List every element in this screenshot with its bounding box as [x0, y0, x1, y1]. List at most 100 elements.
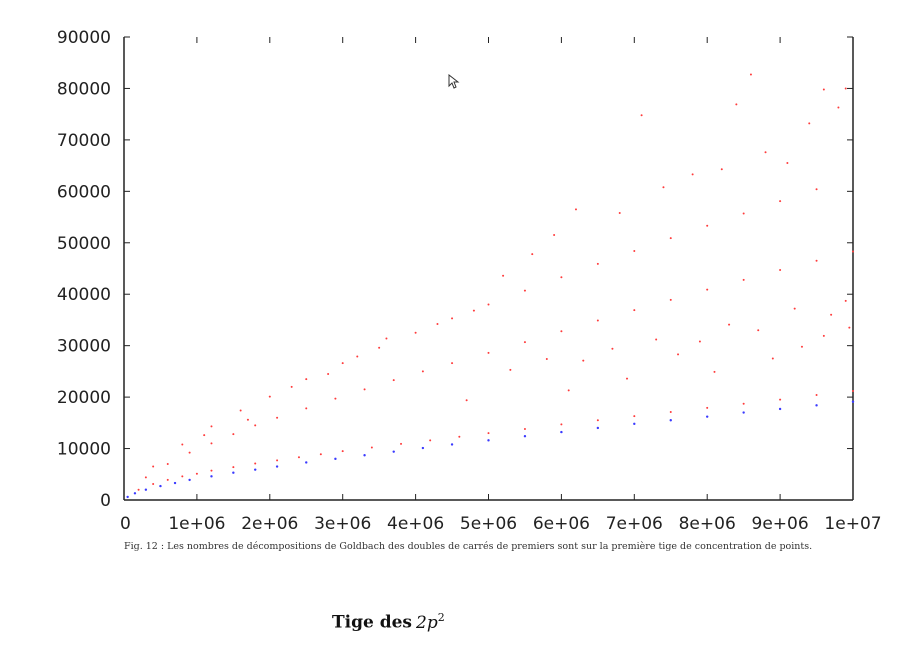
data-point [830, 313, 833, 316]
data-point [327, 372, 330, 375]
data-point [487, 439, 490, 442]
data-point [596, 262, 599, 265]
x-axis: 0 1e+06 2e+06 3e+06 4e+06 5e+06 6e+06 7e+06 8e+0… [120, 37, 882, 534]
data-point [815, 259, 818, 262]
data-point [837, 106, 840, 109]
data-point [596, 426, 600, 430]
data-point [246, 418, 249, 421]
data-point [305, 407, 308, 410]
data-point [232, 466, 235, 469]
data-point [188, 451, 191, 454]
data-point [181, 443, 184, 446]
data-point [341, 450, 344, 453]
data-point [706, 224, 709, 227]
data-point [421, 370, 424, 373]
data-point [560, 276, 563, 279]
data-point [742, 411, 745, 414]
data-point [254, 424, 257, 427]
data-point [618, 211, 621, 214]
data-point [378, 346, 381, 349]
x-tick-label: 4e+06 [387, 514, 444, 534]
data-point [451, 317, 454, 320]
data-point [531, 253, 534, 256]
data-point [305, 378, 308, 381]
data-point [152, 483, 155, 486]
data-point [669, 298, 672, 301]
data-point [844, 299, 847, 302]
data-point [852, 389, 854, 392]
data-point [181, 475, 184, 478]
data-point [742, 402, 745, 405]
data-point [742, 278, 745, 281]
data-point [852, 250, 854, 253]
data-point [735, 103, 738, 106]
x-tick-label: 9e+06 [752, 514, 809, 534]
data-point [662, 186, 665, 189]
data-point [334, 457, 337, 461]
data-point [626, 377, 629, 380]
data-point [815, 404, 818, 407]
y-tick-label: 20000 [57, 388, 111, 408]
data-point [655, 338, 658, 341]
data-point [800, 345, 803, 348]
data-point [560, 430, 563, 434]
data-point [429, 439, 432, 442]
x-tick-label: 5e+06 [460, 514, 517, 534]
data-point [451, 362, 454, 365]
data-point [851, 400, 855, 403]
data-point [275, 465, 279, 468]
data-point [239, 409, 242, 412]
y-tick-label: 60000 [57, 182, 111, 202]
data-point [166, 478, 169, 481]
data-point [698, 340, 701, 343]
data-point [290, 385, 293, 388]
data-point [822, 88, 825, 91]
y-tick-label: 30000 [57, 337, 111, 357]
data-point [297, 456, 300, 459]
data-point [713, 370, 716, 373]
data-point [728, 323, 731, 326]
data-point [677, 353, 680, 356]
data-point [203, 434, 206, 437]
data-point [133, 492, 137, 495]
x-tick-label: 0 [120, 514, 131, 534]
data-point [691, 173, 694, 176]
data-point [669, 237, 672, 240]
data-point [815, 188, 818, 191]
data-point [450, 443, 454, 446]
data-point [319, 453, 322, 456]
data-point [596, 319, 599, 322]
y-tick-label: 40000 [57, 285, 111, 305]
data-point [392, 379, 395, 382]
data-point [553, 234, 556, 237]
data-point [633, 415, 636, 418]
data-point [254, 468, 257, 471]
data-point [848, 326, 851, 329]
data-point [749, 73, 752, 76]
data-point [523, 341, 526, 344]
data-point [126, 495, 129, 499]
data-point [778, 407, 782, 411]
x-tick-label: 6e+06 [533, 514, 590, 534]
y-tick-label: 80000 [57, 79, 111, 99]
data-point [144, 476, 147, 479]
section-title-text: Tige des [332, 612, 413, 633]
data-point [567, 389, 570, 392]
y-tick-label: 50000 [57, 234, 111, 254]
scatter-chart: 0 1e+06 2e+06 3e+06 4e+06 5e+06 6e+06 7e+06 8e+0… [57, 28, 882, 534]
data-point [166, 462, 169, 465]
data-point [436, 323, 439, 326]
data-point [341, 362, 344, 365]
data-point [414, 331, 417, 334]
mouse-cursor-icon [448, 74, 460, 89]
data-point [720, 168, 723, 171]
data-point [633, 422, 636, 426]
data-point [173, 481, 177, 485]
data-point [523, 289, 526, 292]
y-tick-label: 10000 [57, 440, 111, 460]
x-tick-label: 2e+06 [241, 514, 298, 534]
data-point [523, 428, 526, 431]
data-point [363, 454, 366, 457]
data-point [633, 250, 636, 253]
x-tick-label: 3e+06 [314, 514, 371, 534]
